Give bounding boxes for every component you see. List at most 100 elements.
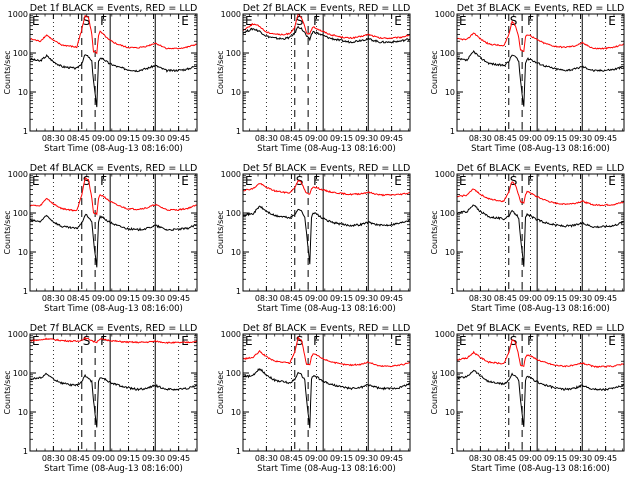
x-axis-title: Start Time (08-Aug-13 08:16:00) <box>471 304 610 314</box>
region-letter: E <box>32 334 40 348</box>
events-series-line <box>456 50 625 107</box>
lld-series-line <box>29 14 198 55</box>
y-tick-label: 1000 <box>435 170 455 179</box>
x-tick-label: 08:30 <box>42 134 65 143</box>
x-tick-label: 09:00 <box>92 294 115 303</box>
region-letter: E <box>181 334 189 348</box>
y-axis-title: Counts/sec <box>430 50 439 94</box>
x-tick-label: 09:15 <box>330 454 353 463</box>
y-axis-title: Counts/sec <box>430 210 439 254</box>
x-tick-label: 08:30 <box>469 294 492 303</box>
y-tick-label: 1000 <box>435 330 455 339</box>
x-tick-label: 08:30 <box>255 294 278 303</box>
x-tick-label: 08:30 <box>42 294 65 303</box>
x-tick-label: 08:45 <box>494 294 517 303</box>
lld-series-line <box>456 181 625 207</box>
y-axis-title: Counts/sec <box>430 370 439 414</box>
region-letter: E <box>245 174 253 188</box>
panel-title: Det 4f BLACK = Events, RED = LLD <box>30 163 198 174</box>
region-letter: F <box>313 174 320 188</box>
x-tick-label: 08:45 <box>67 454 90 463</box>
region-letter: E <box>394 174 402 188</box>
axes-frame <box>456 333 625 452</box>
x-tick-label: 08:30 <box>42 454 65 463</box>
axes-frame <box>29 173 198 292</box>
y-tick-label: 100 <box>13 49 28 58</box>
x-tick-label: 09:45 <box>380 134 403 143</box>
x-tick-label: 09:30 <box>355 134 378 143</box>
y-axis-title: Counts/sec <box>3 370 12 414</box>
y-axis-title: Counts/sec <box>3 50 12 94</box>
events-series-line <box>242 25 411 44</box>
x-tick-label: 09:00 <box>305 134 328 143</box>
y-axis-title: Counts/sec <box>216 210 225 254</box>
lld-series-line <box>456 20 625 53</box>
region-letter: S <box>83 14 91 28</box>
x-axis-title: Start Time (08-Aug-13 08:16:00) <box>44 144 183 154</box>
region-letter: F <box>100 14 107 28</box>
x-tick-label: 09:45 <box>380 294 403 303</box>
region-letter: E <box>459 174 467 188</box>
region-letter: F <box>100 334 107 348</box>
region-letter: F <box>313 334 320 348</box>
x-tick-label: 08:45 <box>494 454 517 463</box>
x-tick-label: 09:00 <box>305 294 328 303</box>
events-series-line <box>29 372 197 428</box>
y-tick-label: 100 <box>440 49 455 58</box>
region-letter: E <box>608 334 616 348</box>
x-axis-title: Start Time (08-Aug-13 08:16:00) <box>471 144 610 154</box>
y-axis-title: Counts/sec <box>216 50 225 94</box>
y-tick-label: 100 <box>226 49 241 58</box>
x-tick-label: 09:15 <box>544 294 567 303</box>
panel-title: Det 9f BLACK = Events, RED = LLD <box>457 323 625 334</box>
y-tick-label: 1000 <box>435 10 455 19</box>
events-series-line <box>29 213 198 268</box>
x-tick-label: 08:45 <box>494 134 517 143</box>
y-tick-label: 1 <box>23 127 28 136</box>
y-tick-label: 10 <box>445 88 455 97</box>
x-tick-label: 09:30 <box>355 294 378 303</box>
lld-series-line <box>29 177 198 216</box>
region-letter: E <box>459 334 467 348</box>
x-axis-title: Start Time (08-Aug-13 08:16:00) <box>257 144 396 154</box>
panel-title: Det 6f BLACK = Events, RED = LLD <box>457 163 625 174</box>
y-tick-label: 1000 <box>8 330 28 339</box>
y-tick-label: 10 <box>445 248 455 257</box>
x-tick-label: 09:30 <box>142 454 165 463</box>
lld-series-line <box>242 336 411 368</box>
axes-frame <box>242 333 411 452</box>
panel-title: Det 7f BLACK = Events, RED = LLD <box>30 323 198 334</box>
region-letter: F <box>100 174 107 188</box>
y-tick-label: 1 <box>23 287 28 296</box>
panel-title: Det 3f BLACK = Events, RED = LLD <box>457 3 625 14</box>
x-tick-label: 09:30 <box>569 454 592 463</box>
lld-series-line <box>456 338 625 369</box>
y-tick-label: 1000 <box>221 10 241 19</box>
y-tick-label: 100 <box>226 369 241 378</box>
x-tick-label: 09:00 <box>92 454 115 463</box>
region-letter: E <box>394 14 402 28</box>
events-series-line <box>456 369 625 427</box>
x-tick-label: 09:00 <box>92 134 115 143</box>
x-axis-title: Start Time (08-Aug-13 08:16:00) <box>44 304 183 314</box>
y-tick-label: 10 <box>231 248 241 257</box>
y-tick-label: 1000 <box>221 330 241 339</box>
y-tick-label: 100 <box>440 209 455 218</box>
x-tick-label: 09:30 <box>569 134 592 143</box>
x-tick-label: 09:30 <box>142 294 165 303</box>
x-tick-label: 09:45 <box>167 294 190 303</box>
x-tick-label: 09:45 <box>167 454 190 463</box>
region-letter: F <box>527 334 534 348</box>
region-letter: S <box>83 334 91 348</box>
y-tick-label: 100 <box>226 209 241 218</box>
y-tick-label: 1 <box>450 287 455 296</box>
x-tick-label: 09:15 <box>117 134 140 143</box>
x-tick-label: 09:15 <box>330 294 353 303</box>
